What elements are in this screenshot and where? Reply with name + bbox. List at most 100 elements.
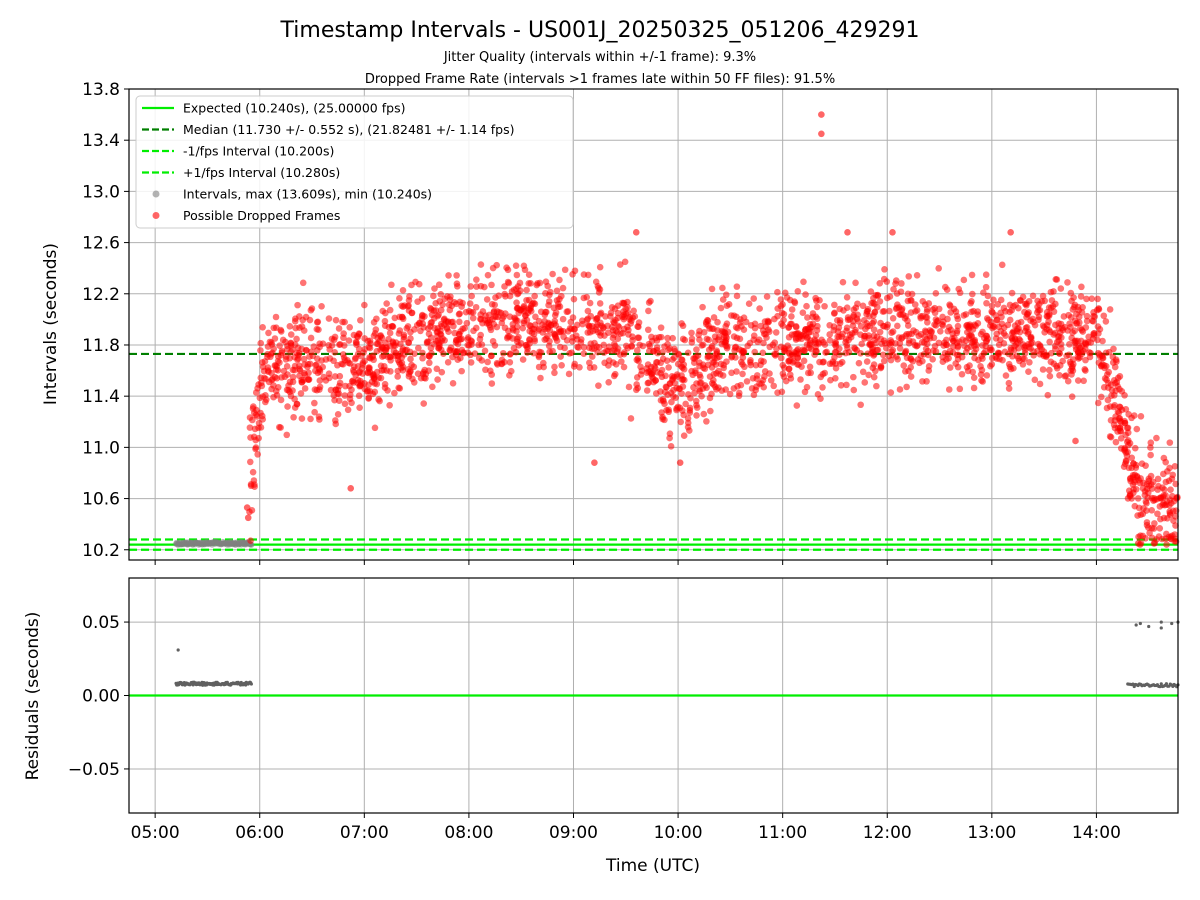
dropped-frame-point — [449, 353, 456, 361]
dropped-frame-point — [470, 327, 477, 335]
dropped-frame-point — [747, 359, 754, 366]
dropped-frame-point — [377, 362, 385, 370]
dropped-frame-point — [664, 340, 671, 348]
dropped-frame-point — [926, 335, 934, 342]
dropped-frame-point — [935, 265, 942, 272]
dropped-frame-point — [547, 288, 554, 296]
dropped-frame-point — [307, 415, 314, 423]
dropped-frame-point — [1124, 437, 1132, 444]
dropped-frame-point — [774, 305, 782, 312]
dropped-frame-point — [350, 379, 358, 386]
dropped-frame-point — [774, 389, 781, 396]
dropped-frame-point — [904, 322, 912, 329]
dropped-frame-point — [908, 290, 916, 298]
dropped-frame-point — [722, 291, 730, 299]
dropped-frame-point — [843, 341, 851, 349]
dropped-frame-point — [559, 284, 567, 292]
dropped-frame-point — [708, 285, 716, 293]
dropped-frame-point — [988, 361, 996, 368]
dropped-frame-point — [953, 312, 961, 320]
dropped-frame-point — [914, 356, 922, 363]
dropped-frame-point — [356, 404, 363, 411]
dropped-frame-point — [513, 271, 521, 279]
dropped-frame-point — [616, 261, 624, 268]
dropped-frame-point — [873, 303, 881, 311]
dropped-frame-point — [733, 292, 741, 300]
dropped-frame-point — [686, 427, 693, 434]
dropped-frame-point — [1110, 345, 1117, 353]
dropped-frame-point — [510, 344, 518, 352]
dropped-frame-point — [596, 300, 604, 307]
dropped-frame-point — [811, 351, 818, 358]
dropped-frame-point — [484, 358, 491, 366]
dropped-frame-point — [827, 376, 834, 384]
dropped-frame-point — [653, 358, 661, 366]
dropped-frame-point — [763, 293, 771, 300]
dropped-frame-point — [907, 309, 915, 316]
x-tick-label: 14:00 — [1072, 823, 1121, 843]
dropped-frame-point — [764, 319, 772, 326]
dropped-frame-outlier — [818, 130, 825, 138]
legend-label: Possible Dropped Frames — [183, 208, 340, 223]
dropped-frame-point — [643, 387, 651, 394]
dropped-frame-point — [411, 326, 418, 333]
dropped-frame-point — [803, 302, 810, 310]
dropped-frame-point — [879, 322, 887, 330]
dropped-frame-point — [812, 332, 820, 339]
dropped-frame-point — [710, 352, 718, 360]
legend-label: Intervals, max (13.609s), min (10.240s) — [183, 187, 432, 202]
dropped-frame-point — [618, 358, 625, 365]
dropped-frame-point — [399, 286, 407, 294]
dropped-frame-point — [826, 331, 833, 338]
dropped-frame-point — [805, 329, 813, 336]
intervals-y-ticks: 10.2 10.6 11.0 11.4 11.8 12.2 12.6 13.0 13.4 13.8 — [82, 80, 129, 561]
dropped-frame-point — [1021, 300, 1029, 308]
dropped-frame-point — [722, 322, 730, 330]
dropped-frame-point — [319, 340, 327, 347]
dropped-frame-point — [445, 301, 453, 309]
dropped-frame-outlier — [818, 111, 825, 118]
dropped-frame-point — [619, 329, 626, 337]
dropped-frame-point — [913, 271, 921, 279]
dropped-frame-point — [894, 322, 901, 330]
dropped-frame-point — [475, 354, 483, 362]
intervals-plot-frame — [128, 88, 1179, 561]
residuals-panel: 0.05 0.00 −0.05 05:00 06:00 07:00 08:00 09:00 1… — [23, 577, 1180, 876]
dropped-frame-point — [777, 296, 785, 303]
chart-title: Timestamp Intervals - US001J_20250325_05… — [280, 18, 920, 43]
dropped-frame-point — [366, 387, 374, 395]
dropped-frame-point — [945, 386, 953, 393]
dropped-frame-point — [473, 276, 480, 283]
dropped-frame-point — [771, 315, 778, 323]
dropped-frame-point — [854, 311, 861, 319]
dropped-frame-point — [515, 342, 523, 349]
dropped-frame-point — [382, 339, 389, 347]
dropped-frame-point — [861, 379, 869, 386]
dropped-frame-point — [1154, 510, 1161, 518]
dropped-frame-point — [898, 280, 905, 287]
dropped-frame-point — [257, 379, 265, 387]
dropped-frame-point — [677, 418, 685, 426]
residual-point — [1147, 624, 1151, 629]
dropped-frame-point — [751, 348, 759, 356]
dropped-frame-point — [478, 341, 486, 348]
dropped-frame-point — [785, 357, 793, 365]
dropped-frame-point — [1123, 452, 1131, 460]
dropped-frame-point — [499, 349, 507, 357]
dropped-frame-point — [722, 337, 730, 344]
dropped-frame-point — [1088, 295, 1096, 303]
dropped-frame-point — [699, 303, 706, 311]
dropped-frame-point — [596, 263, 604, 271]
dropped-frame-point — [988, 308, 996, 315]
dropped-frame-point — [901, 368, 909, 375]
dropped-frame-point — [1035, 316, 1042, 324]
dropped-frame-point — [648, 373, 656, 381]
dropped-frame-point — [537, 308, 545, 316]
dropped-frame-point — [918, 338, 926, 346]
dropped-frame-point — [774, 288, 781, 296]
dropped-frame-point — [767, 376, 775, 384]
dropped-frame-point — [962, 311, 970, 318]
dropped-frame-point — [448, 318, 455, 326]
dropped-frame-point — [1106, 433, 1114, 440]
dropped-frame-point — [1102, 362, 1110, 370]
